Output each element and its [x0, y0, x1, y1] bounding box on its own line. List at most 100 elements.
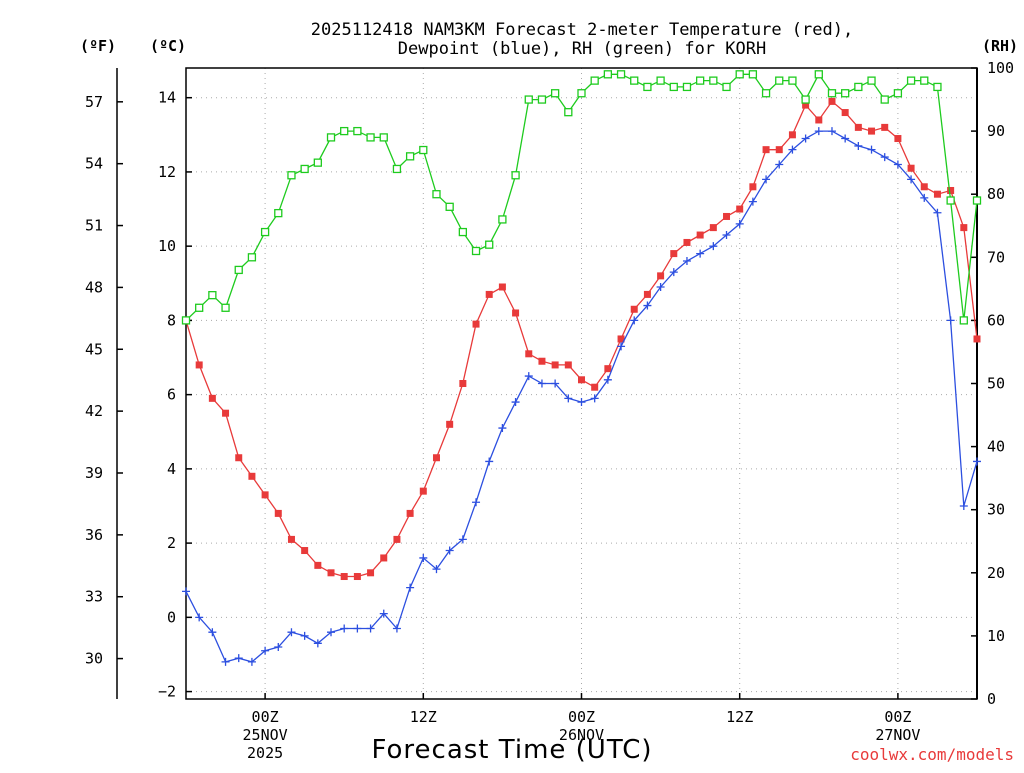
rh-point-27 — [537, 95, 547, 104]
rh-point-45 — [775, 76, 784, 85]
rh-point-56 — [920, 76, 929, 85]
temperature-point-41 — [723, 212, 731, 220]
temperature-point-25 — [512, 309, 520, 317]
rh-tick-label-8: 80 — [987, 185, 1005, 203]
rh-point-35 — [643, 82, 652, 92]
axes: −2 0 2 4 6 8 10 12 14 30 33 36 39 42 45 48 51 54 57 0 10 20 30… — [85, 59, 1014, 762]
dewpoint-point-10 — [313, 639, 322, 648]
dewpoint-point-8 — [287, 628, 296, 637]
temperature-point-39 — [696, 231, 704, 239]
dewpoint-point-39 — [696, 249, 705, 258]
x-tick-label-2-1: 26NOV — [559, 726, 604, 744]
rh-point-40 — [709, 76, 718, 85]
dewpoint-point-30 — [577, 398, 586, 407]
rh-point-51 — [854, 82, 863, 92]
rh-point-47 — [801, 95, 810, 104]
dewpoint-point-11 — [327, 628, 336, 637]
celsius-tick-label-8: 14 — [158, 89, 176, 107]
rh-point-28 — [550, 89, 560, 98]
dewpoint-point-53 — [880, 153, 889, 162]
temperature-point-56 — [920, 183, 928, 191]
fahrenheit-tick-label-6: 48 — [85, 278, 103, 296]
rh-tick-label-0: 0 — [987, 690, 996, 708]
fahrenheit-tick-label-4: 42 — [85, 402, 103, 420]
rh-point-20 — [445, 202, 454, 211]
rh-tick-label-2: 20 — [987, 564, 1005, 582]
series-temperature — [182, 97, 981, 581]
temperature-point-30 — [578, 376, 585, 384]
rh-point-52 — [867, 76, 876, 85]
temperature-point-12 — [340, 573, 348, 581]
celsius-tick-label-3: 4 — [167, 460, 176, 478]
temperature-point-34 — [630, 305, 638, 313]
rh-tick-label-7: 70 — [987, 248, 1005, 266]
dewpoint-point-40 — [709, 242, 718, 251]
fahrenheit-tick-label-8: 54 — [85, 155, 103, 173]
dewpoint-point-60 — [973, 457, 981, 466]
dewpoint-point-14 — [366, 624, 375, 633]
dewpoint-point-3 — [221, 657, 230, 666]
temperature-point-32 — [604, 365, 612, 373]
dewpoint-point-0 — [182, 587, 190, 596]
dewpoint-point-49 — [827, 127, 836, 136]
temperature-point-11 — [327, 569, 335, 577]
rh-point-10 — [313, 158, 322, 167]
series-rh — [181, 70, 982, 325]
dewpoint-point-45 — [775, 160, 784, 169]
dewpoint-point-27 — [537, 379, 546, 388]
temperature-point-42 — [736, 205, 744, 213]
dewpoint-point-35 — [643, 301, 652, 310]
rh-point-38 — [682, 82, 692, 92]
rh-tick-label-3: 30 — [987, 501, 1005, 519]
rh-point-42 — [735, 70, 744, 79]
temperature-point-57 — [933, 190, 941, 198]
fahrenheit-tick-label-3: 39 — [85, 464, 103, 482]
temperature-point-7 — [274, 509, 282, 517]
rh-point-37 — [669, 82, 678, 92]
rh-point-21 — [458, 227, 468, 237]
rh-point-26 — [524, 95, 533, 104]
rh-point-11 — [326, 133, 336, 142]
dewpoint-point-31 — [590, 394, 599, 403]
dewpoint-point-12 — [340, 624, 349, 633]
rh-point-31 — [590, 76, 599, 85]
temperature-point-59 — [960, 224, 968, 232]
dewpoint-point-51 — [854, 141, 863, 150]
temperature-point-24 — [498, 283, 506, 291]
dewpoint-point-58 — [946, 316, 955, 325]
celsius-tick-label-2: 2 — [167, 534, 176, 552]
fahrenheit-tick-label-2: 36 — [85, 526, 103, 544]
temperature-point-35 — [643, 290, 651, 298]
rh-point-3 — [221, 303, 230, 312]
dewpoint-line — [185, 130, 978, 663]
rh-point-7 — [274, 208, 283, 218]
temperature-point-5 — [248, 472, 256, 480]
celsius-tick-label-5: 8 — [167, 311, 176, 329]
dewpoint-point-59 — [959, 501, 968, 510]
rh-point-36 — [656, 76, 665, 85]
x-tick-label-0-2: 2025 — [247, 744, 283, 762]
dewpoint-point-43 — [748, 197, 757, 206]
rh-tick-label-10: 100 — [987, 59, 1014, 77]
dewpoint-point-50 — [841, 134, 850, 143]
rh-point-6 — [260, 227, 270, 237]
temperature-point-2 — [208, 394, 216, 402]
rh-tick-label-5: 50 — [987, 375, 1005, 393]
temperature-point-54 — [894, 135, 902, 143]
temperature-point-58 — [947, 186, 955, 194]
temperature-point-37 — [670, 250, 678, 258]
rh-tick-label-1: 10 — [987, 627, 1005, 645]
rh-point-2 — [208, 291, 217, 300]
temperature-point-9 — [301, 547, 309, 555]
chart-title-line-2: Dewpoint (blue), RH (green) for KORH — [398, 39, 766, 59]
dewpoint-point-13 — [353, 624, 362, 633]
celsius-tick-label-6: 10 — [158, 237, 176, 255]
rh-point-41 — [722, 82, 731, 92]
temperature-point-43 — [749, 183, 757, 191]
temperature-point-29 — [564, 361, 572, 369]
temperature-point-23 — [485, 290, 493, 298]
rh-point-29 — [564, 108, 573, 117]
credit-text: coolwx.com/models — [850, 745, 1014, 764]
dewpoint-point-55 — [907, 175, 916, 184]
dewpoint-point-57 — [933, 208, 942, 217]
